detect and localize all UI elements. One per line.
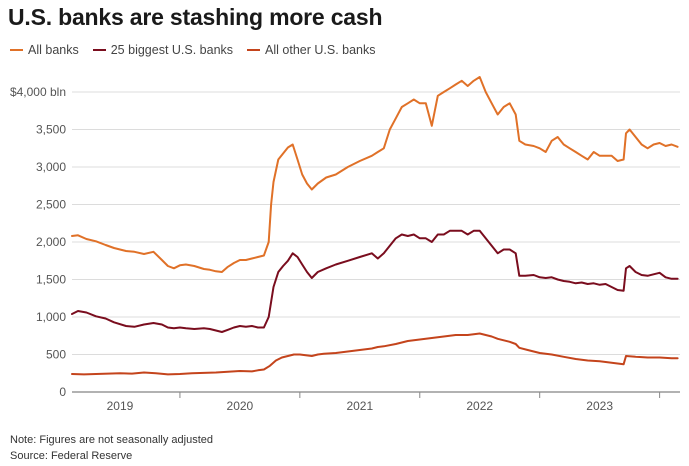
chart-title: U.S. banks are stashing more cash bbox=[8, 4, 383, 30]
x-tick-label: 2021 bbox=[346, 399, 373, 413]
y-tick-label: 3,000 bbox=[36, 160, 66, 174]
y-tick-label: 1,000 bbox=[36, 310, 66, 324]
legend-item-all-banks: All banks bbox=[10, 43, 79, 57]
legend-swatch-all-banks bbox=[10, 49, 23, 51]
legend-label-all-banks: All banks bbox=[28, 43, 79, 57]
x-tick-label: 2022 bbox=[466, 399, 493, 413]
x-tick-label: 2019 bbox=[107, 399, 134, 413]
y-tick-label: 500 bbox=[46, 348, 66, 362]
x-tick-label: 2023 bbox=[586, 399, 613, 413]
series-line-2 bbox=[71, 332, 679, 376]
y-tick-label: 2,000 bbox=[36, 235, 66, 249]
legend-item-all-other: All other U.S. banks bbox=[247, 43, 376, 57]
y-tick-label: 3,500 bbox=[36, 123, 66, 137]
footnote-note: Note: Figures are not seasonally adjuste… bbox=[10, 434, 214, 446]
legend: All banks 25 biggest U.S. banks All othe… bbox=[10, 43, 390, 57]
footnote-source: Source: Federal Reserve bbox=[10, 450, 133, 462]
series-line-0 bbox=[71, 76, 679, 273]
y-tick-label: $4,000 bln bbox=[10, 85, 66, 99]
legend-item-25-biggest: 25 biggest U.S. banks bbox=[92, 43, 234, 57]
series-line-1 bbox=[71, 229, 679, 333]
y-tick-label: 1,500 bbox=[36, 273, 66, 287]
legend-label-25-biggest: 25 biggest U.S. banks bbox=[110, 43, 234, 57]
legend-swatch-all-other bbox=[247, 49, 261, 51]
x-tick-label: 2020 bbox=[227, 399, 254, 413]
legend-label-all-other: All other U.S. banks bbox=[265, 43, 376, 57]
legend-swatch-25-biggest bbox=[92, 49, 106, 51]
y-tick-label: 2,500 bbox=[36, 198, 66, 212]
y-tick-label: 0 bbox=[59, 385, 66, 399]
